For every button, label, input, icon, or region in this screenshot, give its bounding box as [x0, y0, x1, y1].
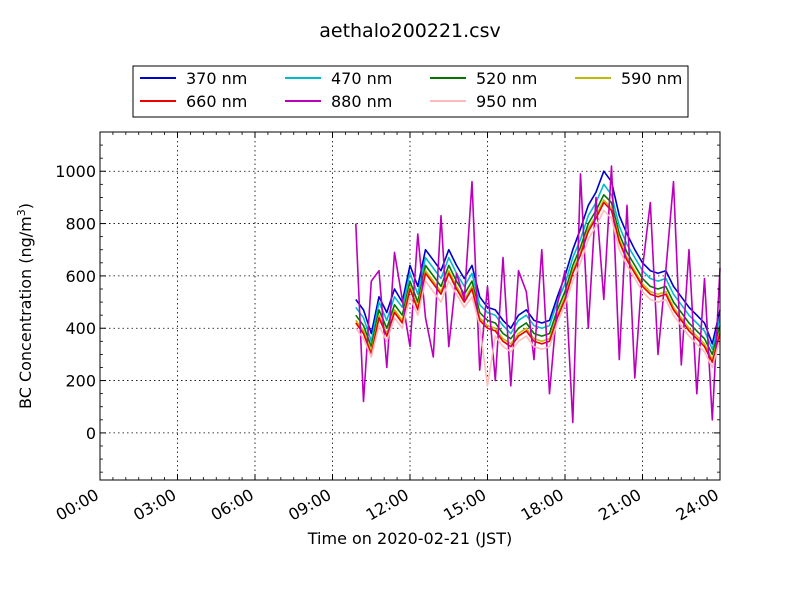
y-tick-label: 600	[65, 267, 96, 286]
y-axis-label-sup: 3	[15, 209, 28, 216]
chart-legend: 370 nm 470 nm 520 nm 590 nm 660 nm 880 nm 950 …	[132, 65, 689, 118]
legend-label: 880 nm	[331, 92, 392, 111]
x-tick-label: 21:00	[595, 485, 644, 525]
chart-title: aethalo200221.csv	[319, 20, 501, 42]
legend-frame	[132, 65, 689, 118]
x-tick-label: 24:00	[673, 485, 722, 525]
x-tick-label: 03:00	[130, 485, 179, 525]
plot-frame	[99, 131, 721, 481]
series-line-950-nm	[355, 209, 721, 387]
legend-label: 950 nm	[476, 92, 537, 111]
x-tick-label: 15:00	[440, 485, 489, 525]
y-tick-label: 1000	[55, 162, 96, 181]
series-line-880-nm	[355, 165, 721, 424]
legend-label: 590 nm	[621, 69, 682, 88]
series-line-470-nm	[355, 183, 721, 351]
x-axis-label: Time on 2020-02-21 (JST)	[307, 529, 512, 548]
series-line-590-nm	[355, 199, 721, 361]
y-tick-label: 200	[65, 372, 96, 391]
y-axis-label-tail: )	[16, 203, 35, 209]
legend-label: 520 nm	[476, 69, 537, 88]
y-tick-label: 0	[86, 424, 96, 443]
y-tick-label: 800	[65, 215, 96, 234]
plot-area: 00:00 03:00 06:00 09:00 12:00 15:00 18:00 21:00…	[53, 131, 722, 525]
legend-label: 370 nm	[186, 69, 247, 88]
x-tick-label: 18:00	[518, 485, 567, 525]
legend-label: 470 nm	[331, 69, 392, 88]
x-tick-label: 00:00	[53, 485, 102, 525]
y-axis-label: BC Concentration (ng/m3)	[15, 203, 35, 409]
series-line-520-nm	[355, 194, 721, 356]
series-line-370-nm	[355, 170, 721, 345]
x-tick-label: 12:00	[363, 485, 412, 525]
series-line-660-nm	[355, 201, 721, 364]
x-tick-label: 06:00	[208, 485, 257, 525]
x-tick-label: 09:00	[285, 485, 334, 525]
legend-label: 660 nm	[186, 92, 247, 111]
y-axis-label-main: BC Concentration (ng/m	[16, 216, 35, 409]
y-tick-label: 400	[65, 319, 96, 338]
